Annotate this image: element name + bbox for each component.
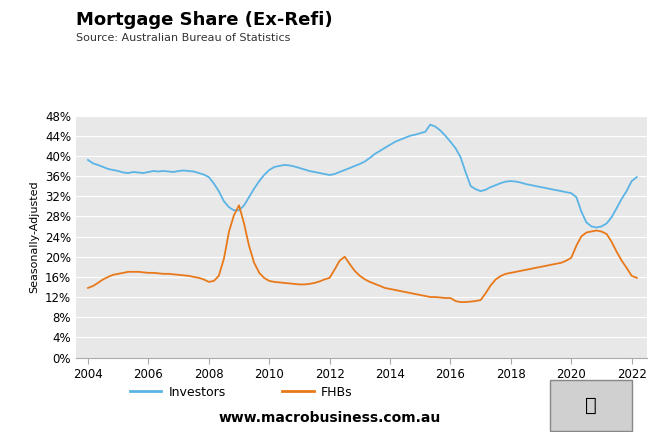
Investors	[477, 188, 484, 194]
Line: Investors: Investors	[88, 125, 637, 228]
Investors	[245, 194, 253, 200]
Legend: Investors, FHBs: Investors, FHBs	[125, 381, 358, 404]
Investors	[633, 174, 641, 180]
Investors	[336, 169, 344, 174]
Investors	[628, 178, 636, 184]
Text: www.macrobusiness.com.au: www.macrobusiness.com.au	[219, 411, 441, 425]
FHBs	[633, 275, 641, 280]
Y-axis label: Seasonally-Adjusted: Seasonally-Adjusted	[29, 180, 40, 293]
FancyBboxPatch shape	[550, 380, 632, 431]
Text: 🐺: 🐺	[585, 396, 597, 415]
Text: Mortgage Share (Ex-Refi): Mortgage Share (Ex-Refi)	[76, 11, 333, 29]
Investors	[426, 122, 434, 127]
FHBs	[356, 273, 364, 279]
FHBs	[341, 254, 348, 259]
Investors	[607, 215, 615, 220]
Investors	[350, 164, 358, 169]
FHBs	[235, 203, 243, 208]
Text: BUSINESS: BUSINESS	[533, 48, 599, 61]
Text: MACRO: MACRO	[536, 23, 596, 37]
FHBs	[457, 300, 465, 305]
FHBs	[628, 273, 636, 279]
Line: FHBs: FHBs	[88, 205, 637, 302]
FHBs	[482, 290, 490, 296]
FHBs	[607, 239, 615, 244]
Investors	[84, 157, 92, 163]
Investors	[593, 225, 601, 230]
FHBs	[84, 285, 92, 290]
FHBs	[250, 260, 258, 266]
Text: Source: Australian Bureau of Statistics: Source: Australian Bureau of Statistics	[76, 33, 290, 43]
